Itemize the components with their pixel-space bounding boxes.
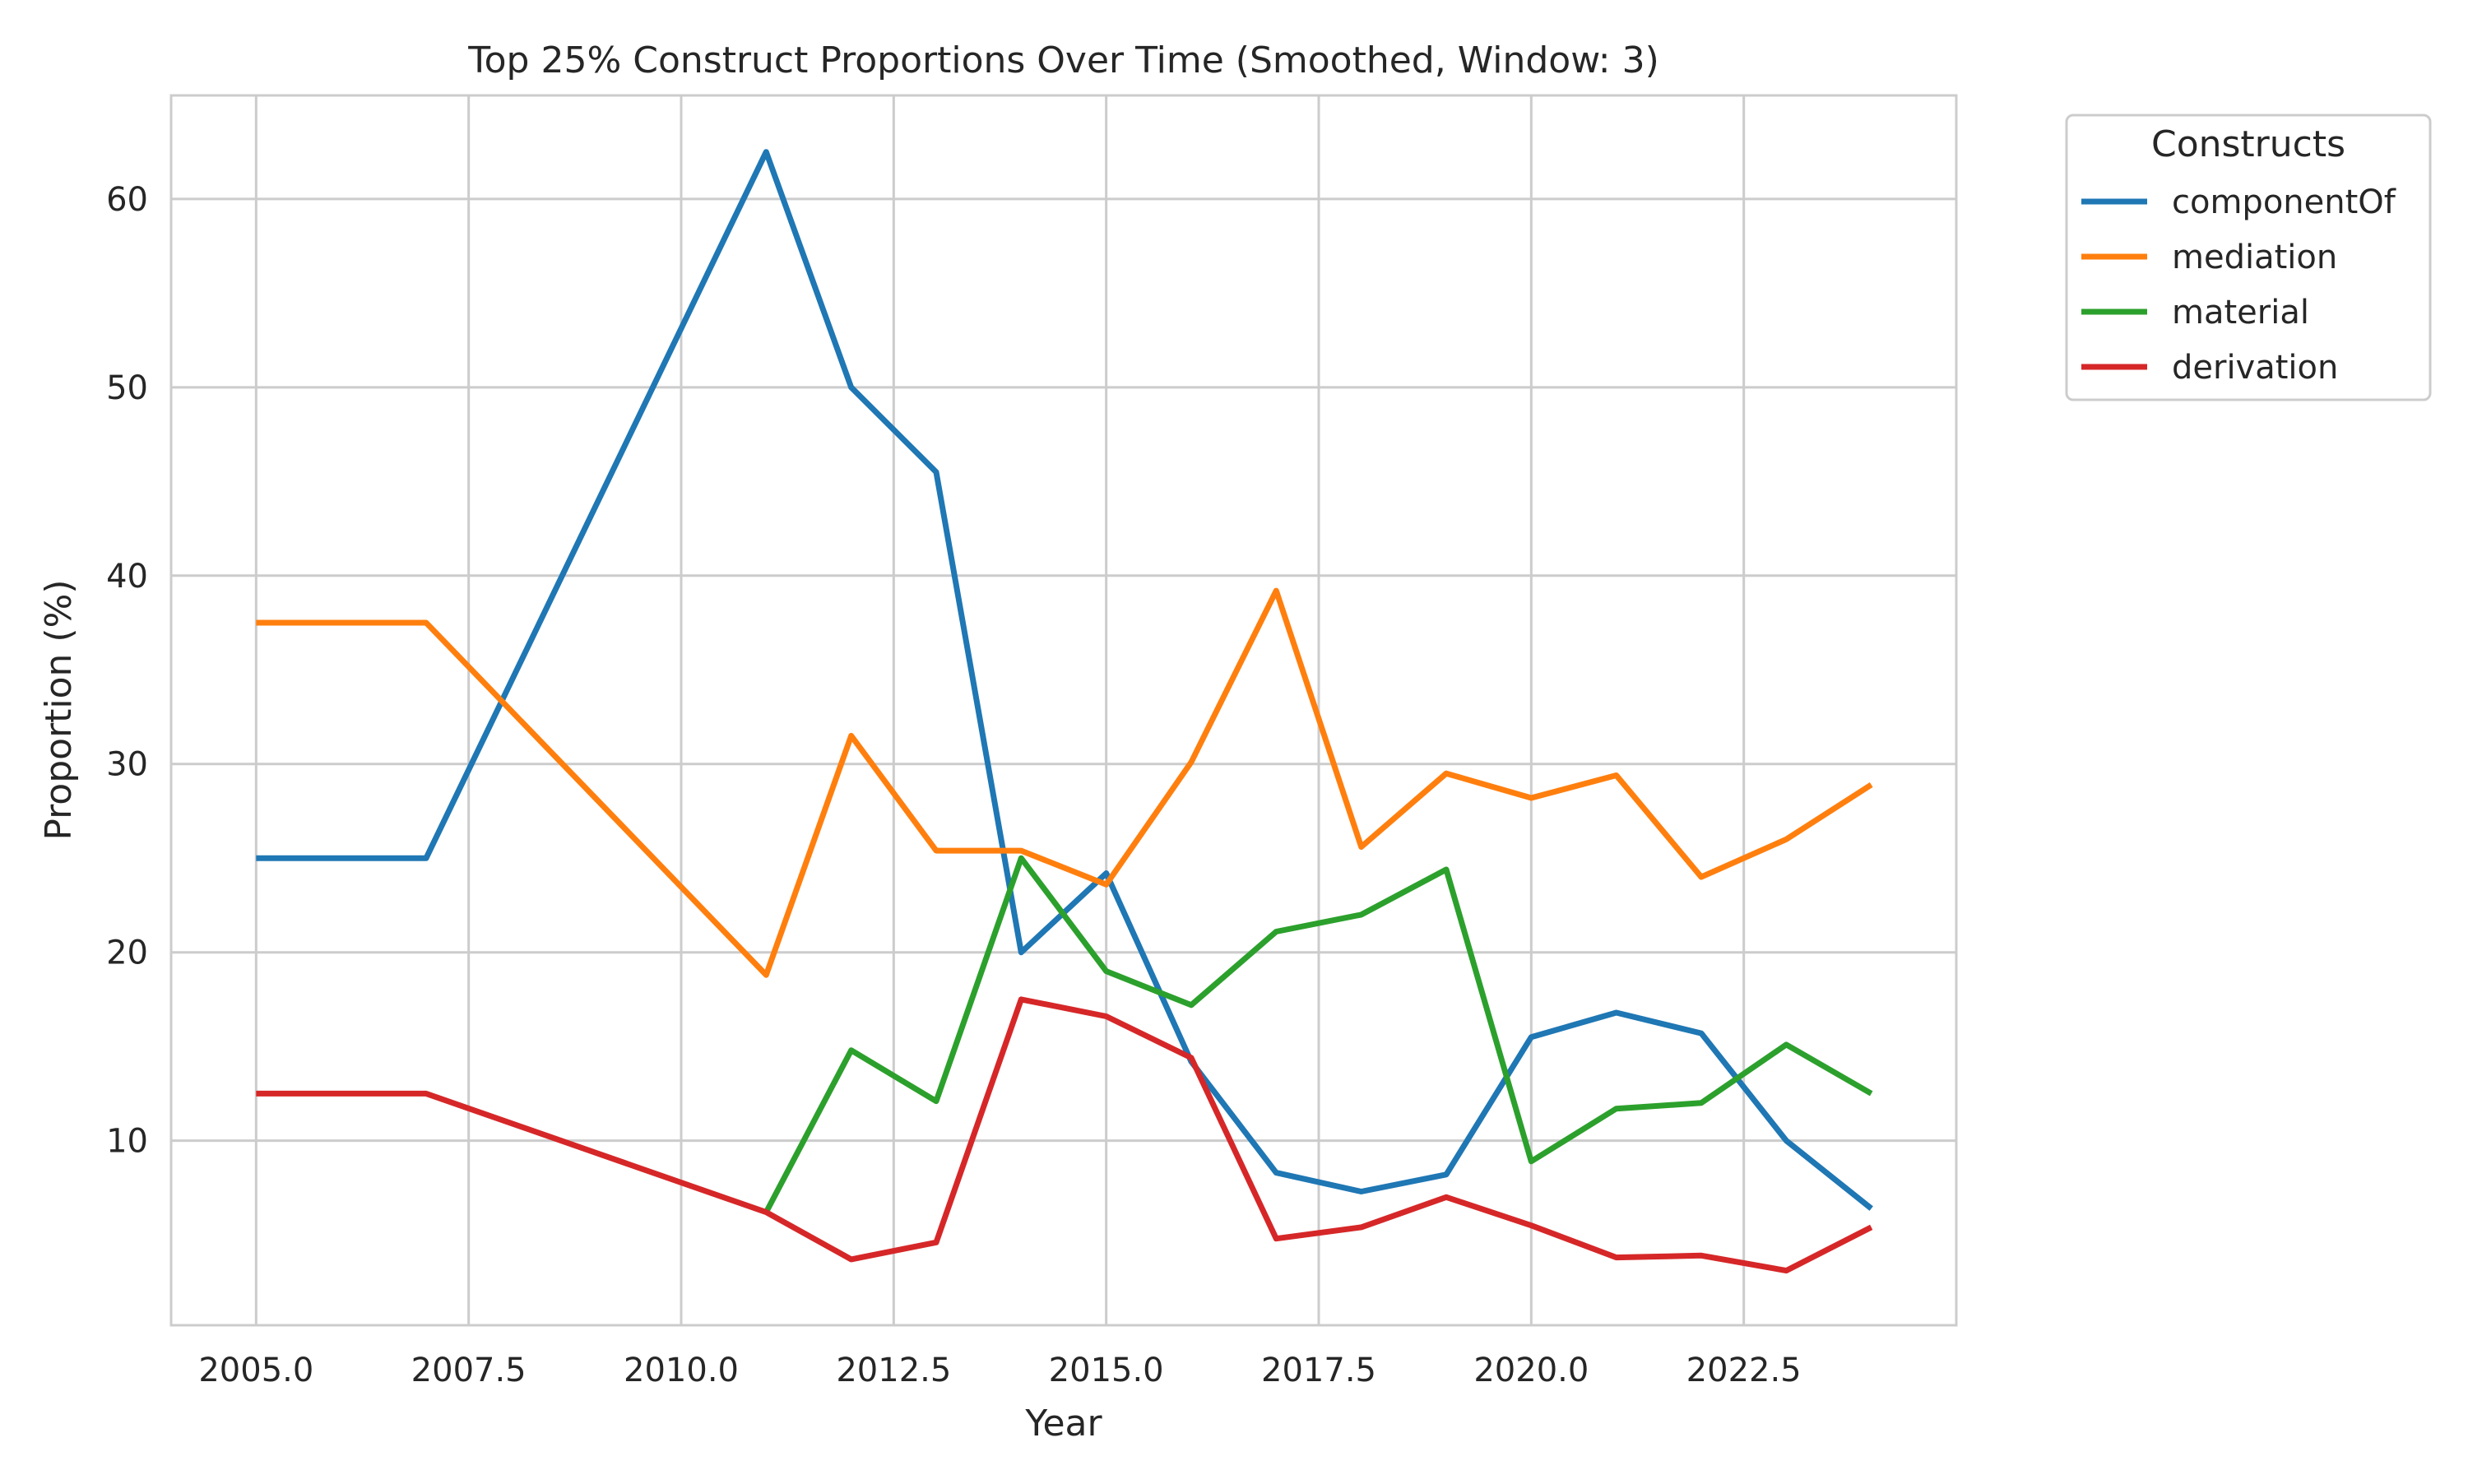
legend-item-mediation: mediation	[2081, 239, 2337, 276]
y-tick-label: 40	[106, 558, 148, 596]
legend: Constructs componentOf mediation material d…	[2065, 114, 2432, 401]
legend-items: componentOf mediation material derivation	[2081, 183, 2396, 387]
series-line-mediation	[256, 587, 1873, 978]
x-tick-label: 2022.5	[1686, 1352, 1802, 1389]
series-line-componentOf	[256, 149, 1873, 1211]
grid-lines	[171, 95, 1956, 1325]
y-tick-label: 30	[106, 746, 148, 784]
legend-label: mediation	[2172, 239, 2337, 276]
legend-item-material: material	[2081, 294, 2309, 332]
legend-label: componentOf	[2172, 183, 2396, 221]
legend-label: material	[2172, 294, 2309, 332]
legend-label: derivation	[2172, 349, 2338, 387]
y-tick-label: 50	[106, 369, 148, 407]
x-axis-title: Year	[1024, 1403, 1102, 1445]
chart-title: Top 25% Construct Proportions Over Time …	[467, 39, 1659, 81]
x-tick-label: 2005.0	[198, 1352, 313, 1389]
legend-item-derivation: derivation	[2081, 349, 2338, 387]
y-tick-label: 60	[106, 181, 148, 219]
y-tick-label: 20	[106, 934, 148, 972]
x-tick-label: 2012.5	[836, 1352, 951, 1389]
y-tick-label: 10	[106, 1123, 148, 1161]
x-tick-label: 2015.0	[1049, 1352, 1164, 1389]
y-axis-title: Proportion (%)	[38, 579, 80, 840]
legend-item-componentOf: componentOf	[2081, 183, 2396, 221]
x-tick-label: 2007.5	[411, 1352, 527, 1389]
x-tick-label: 2017.5	[1261, 1352, 1376, 1389]
legend-box	[2065, 114, 2432, 401]
x-tick-labels: 2005.0 2007.5 2010.0 2012.5 2015.0 2017.5 2020…	[198, 1352, 1801, 1389]
x-tick-label: 2010.0	[624, 1352, 739, 1389]
y-tick-labels: 10 20 30 40 50 60	[106, 181, 148, 1161]
series-lines	[256, 149, 1873, 1274]
series-line-material	[763, 855, 1873, 1214]
x-tick-label: 2020.0	[1473, 1352, 1589, 1389]
legend-title: Constructs	[2151, 123, 2345, 165]
plot-frame	[169, 94, 1958, 1327]
series-line-derivation	[256, 996, 1873, 1274]
